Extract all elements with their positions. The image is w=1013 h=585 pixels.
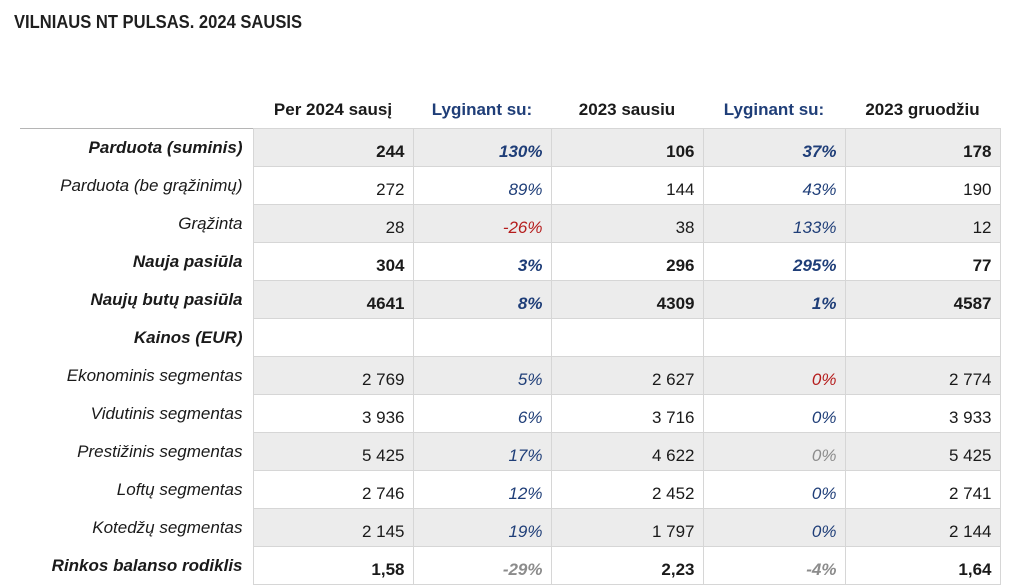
header-row: Per 2024 sausį Lyginant su: 2023 sausiu … bbox=[20, 84, 1000, 129]
header-2023-december: 2023 gruodžiu bbox=[865, 100, 980, 119]
change-vs-2023-dec: -4% bbox=[702, 546, 846, 585]
value-2023-dec bbox=[844, 318, 1001, 357]
value-2023-dec: 178 bbox=[844, 128, 1001, 167]
header-2023-january: 2023 sausiu bbox=[578, 100, 676, 119]
value-2023-jan: 2 627 bbox=[550, 356, 704, 395]
table-row: Grąžinta 28 -26% 38 133% 12 bbox=[20, 204, 1001, 243]
value-2023-dec: 1,64 bbox=[844, 546, 1001, 585]
value-2023-jan: 106 bbox=[550, 128, 704, 167]
value-2023-dec: 2 774 bbox=[844, 356, 1001, 395]
header-label bbox=[20, 84, 253, 129]
table-row: Parduota (be grąžinimų) 272 89% 144 43% … bbox=[20, 166, 1001, 205]
value-2023-dec: 4587 bbox=[844, 280, 1001, 319]
value-2023-dec: 12 bbox=[844, 204, 1001, 243]
change-vs-2023-jan: 17% bbox=[412, 432, 552, 471]
value-2023-jan bbox=[550, 318, 704, 357]
header-per-2024-january: Per 2024 sausį bbox=[273, 100, 393, 119]
change-vs-2023-dec: 43% bbox=[702, 166, 846, 205]
table-row: Loftų segmentas 2 746 12% 2 452 0% 2 741 bbox=[20, 470, 1001, 509]
row-label: Loftų segmentas bbox=[116, 479, 243, 499]
value-2024-jan: 272 bbox=[252, 166, 414, 205]
table-row: Vidutinis segmentas 3 936 6% 3 716 0% 3 … bbox=[20, 394, 1001, 433]
row-label: Kainos (EUR) bbox=[133, 327, 243, 347]
value-2023-jan: 38 bbox=[550, 204, 704, 243]
value-2024-jan: 244 bbox=[252, 128, 414, 167]
value-2023-jan: 1 797 bbox=[550, 508, 704, 547]
row-label: Rinkos balanso rodiklis bbox=[51, 555, 243, 575]
change-vs-2023-dec: 0% bbox=[702, 432, 846, 471]
value-2023-jan: 4 622 bbox=[550, 432, 704, 471]
change-vs-2023-dec: 1% bbox=[702, 280, 846, 319]
value-2023-dec: 5 425 bbox=[844, 432, 1001, 471]
change-vs-2023-jan: 130% bbox=[412, 128, 552, 167]
value-2023-jan: 2 452 bbox=[550, 470, 704, 509]
change-vs-2023-dec: 0% bbox=[702, 394, 846, 433]
change-vs-2023-dec: 0% bbox=[702, 356, 846, 395]
row-label: Parduota (suminis) bbox=[88, 137, 243, 157]
change-vs-2023-dec bbox=[702, 318, 846, 357]
row-label: Kotedžų segmentas bbox=[92, 517, 243, 537]
table-row: Prestižinis segmentas 5 425 17% 4 622 0%… bbox=[20, 432, 1001, 471]
table-row: Parduota (suminis) 244 130% 106 37% 178 bbox=[20, 128, 1001, 167]
change-vs-2023-jan: 89% bbox=[412, 166, 552, 205]
table-row: Kotedžų segmentas 2 145 19% 1 797 0% 2 1… bbox=[20, 508, 1001, 547]
market-pulse-table: Per 2024 sausį Lyginant su: 2023 sausiu … bbox=[20, 84, 1001, 585]
change-vs-2023-jan: 6% bbox=[412, 394, 552, 433]
change-vs-2023-jan: 3% bbox=[412, 242, 552, 281]
row-label: Prestižinis segmentas bbox=[77, 441, 243, 461]
value-2024-jan: 1,58 bbox=[252, 546, 414, 585]
row-label: Nauja pasiūla bbox=[132, 251, 243, 271]
page-title: VILNIAUS NT PULSAS. 2024 SAUSIS bbox=[14, 12, 303, 32]
value-2023-jan: 4309 bbox=[550, 280, 704, 319]
change-vs-2023-jan: -26% bbox=[412, 204, 552, 243]
header-compare-2: Lyginant su: bbox=[723, 100, 825, 119]
change-vs-2023-jan: -29% bbox=[412, 546, 552, 585]
row-label: Ekonominis segmentas bbox=[66, 365, 243, 385]
value-2024-jan: 2 769 bbox=[252, 356, 414, 395]
change-vs-2023-dec: 133% bbox=[702, 204, 846, 243]
row-label: Parduota (be grąžinimų) bbox=[60, 175, 243, 195]
table-row: Ekonominis segmentas 2 769 5% 2 627 0% 2… bbox=[20, 356, 1001, 395]
value-2023-dec: 2 741 bbox=[844, 470, 1001, 509]
value-2024-jan: 28 bbox=[252, 204, 414, 243]
change-vs-2023-jan bbox=[412, 318, 552, 357]
value-2023-dec: 190 bbox=[844, 166, 1001, 205]
value-2024-jan bbox=[252, 318, 414, 357]
change-vs-2023-jan: 12% bbox=[412, 470, 552, 509]
value-2023-jan: 2,23 bbox=[550, 546, 704, 585]
table-row: Rinkos balanso rodiklis 1,58 -29% 2,23 -… bbox=[20, 546, 1001, 585]
value-2023-dec: 2 144 bbox=[844, 508, 1001, 547]
change-vs-2023-dec: 0% bbox=[702, 470, 846, 509]
value-2024-jan: 304 bbox=[252, 242, 414, 281]
value-2023-jan: 144 bbox=[550, 166, 704, 205]
value-2024-jan: 3 936 bbox=[252, 394, 414, 433]
change-vs-2023-jan: 8% bbox=[412, 280, 552, 319]
value-2023-jan: 3 716 bbox=[550, 394, 704, 433]
change-vs-2023-jan: 5% bbox=[412, 356, 552, 395]
header-compare-1: Lyginant su: bbox=[431, 100, 533, 119]
value-2024-jan: 4641 bbox=[252, 280, 414, 319]
value-2023-dec: 77 bbox=[844, 242, 1001, 281]
row-label: Vidutinis segmentas bbox=[90, 403, 243, 423]
value-2024-jan: 2 746 bbox=[252, 470, 414, 509]
value-2024-jan: 2 145 bbox=[252, 508, 414, 547]
change-vs-2023-jan: 19% bbox=[412, 508, 552, 547]
value-2023-dec: 3 933 bbox=[844, 394, 1001, 433]
row-label: Naujų butų pasiūla bbox=[90, 289, 243, 309]
table-row-section-header: Kainos (EUR) bbox=[20, 318, 1001, 357]
value-2023-jan: 296 bbox=[550, 242, 704, 281]
row-label: Grąžinta bbox=[178, 213, 243, 233]
change-vs-2023-dec: 0% bbox=[702, 508, 846, 547]
table-row: Naujų butų pasiūla 4641 8% 4309 1% 4587 bbox=[20, 280, 1001, 319]
change-vs-2023-dec: 295% bbox=[702, 242, 846, 281]
change-vs-2023-dec: 37% bbox=[702, 128, 846, 167]
value-2024-jan: 5 425 bbox=[252, 432, 414, 471]
table-row: Nauja pasiūla 304 3% 296 295% 77 bbox=[20, 242, 1001, 281]
